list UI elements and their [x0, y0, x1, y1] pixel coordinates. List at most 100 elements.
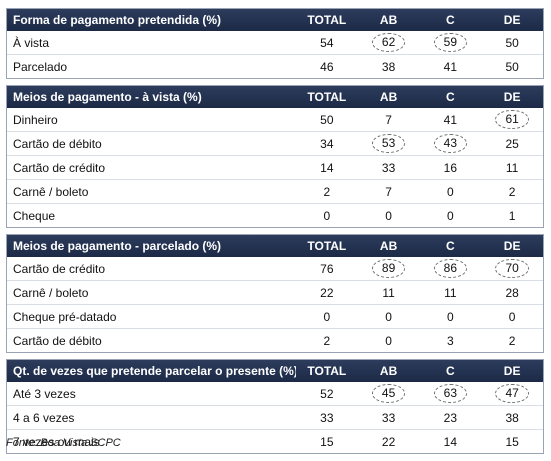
cell-value: 22	[320, 285, 334, 300]
table-row: Cartão de crédito 14 33 16 11	[7, 155, 543, 179]
table-row: Cheque pré-datado 0 0 0 0	[7, 304, 543, 328]
circled-value: 86	[433, 259, 468, 278]
cell-value: 38	[505, 410, 519, 425]
table-cell: 14	[419, 435, 481, 449]
table-section: Meios de pagamento - à vista (%) TOTAL AB C…	[6, 85, 544, 228]
cell-value: 22	[381, 434, 396, 449]
table-row: Cheque 0 0 0 1	[7, 203, 543, 227]
table-cell: 15	[296, 435, 358, 449]
table-cell: 7	[358, 185, 420, 199]
table-cell: 3	[419, 334, 481, 348]
cell-value: 2	[508, 333, 516, 348]
table-cell: 11	[481, 161, 543, 175]
cell-value: 0	[323, 309, 331, 324]
table-cell: 41	[419, 113, 481, 127]
table-cell: 22	[358, 435, 420, 449]
table-cell: 89	[358, 259, 420, 278]
cell-value: 33	[381, 410, 396, 425]
cell-value: 23	[443, 410, 458, 425]
cell-value: 50	[320, 112, 334, 127]
table-cell: 28	[481, 286, 543, 300]
column-header: AB	[379, 239, 398, 253]
table-cell: 2	[481, 334, 543, 348]
table-row: 4 a 6 vezes 33 33 23 38	[7, 405, 543, 429]
cell-value: 2	[323, 333, 331, 348]
table-cell: 41	[419, 60, 481, 74]
section-header: Meios de pagamento - à vista (%) TOTAL AB C…	[7, 86, 543, 108]
column-header: AB	[379, 13, 398, 27]
table-row: Carnê / boleto 22 11 11 28	[7, 280, 543, 304]
table-cell: 43	[419, 134, 481, 153]
column-header: AB	[379, 364, 398, 378]
circled-value: 62	[371, 33, 406, 52]
table-row: 7 vezes ou mais 15 22 14 15	[7, 429, 543, 453]
cell-value: 0	[385, 333, 392, 348]
table-cell: 0	[419, 185, 481, 199]
table-cell: 0	[358, 310, 420, 324]
cell-value: 2	[508, 184, 516, 199]
cell-value: 1	[508, 208, 516, 223]
table-section: Qt. de vezes que pretende parcelar o pre…	[6, 359, 544, 454]
column-header: AB	[379, 90, 398, 104]
row-label: Cheque	[13, 208, 56, 223]
column-header: TOTAL	[307, 13, 347, 27]
table-row: Parcelado 46 38 41 50	[7, 54, 543, 78]
table-cell: 70	[481, 259, 543, 278]
cell-value: 41	[443, 59, 458, 74]
cell-value: 15	[505, 434, 519, 449]
column-header: TOTAL	[307, 364, 347, 378]
table-cell: 52	[296, 387, 358, 401]
table-cell: 53	[358, 134, 420, 153]
table-cell: 2	[296, 334, 358, 348]
cell-value: 25	[505, 136, 519, 151]
cell-value: 0	[447, 184, 454, 199]
survey-tables: Forma de pagamento pretendida (%) TOTAL AB…	[6, 8, 544, 460]
section-header: Meios de pagamento - parcelado (%) TOTAL A…	[7, 235, 543, 257]
table-cell: 15	[481, 435, 543, 449]
row-label: 7 vezes ou mais	[13, 434, 100, 449]
table-cell: 76	[296, 262, 358, 276]
table-cell: 86	[419, 259, 481, 278]
table-cell: 16	[419, 161, 481, 175]
cell-value: 0	[447, 208, 454, 223]
table-cell: 11	[358, 286, 420, 300]
table-cell: 0	[419, 209, 481, 223]
table-cell: 33	[296, 411, 358, 425]
table-cell: 0	[296, 209, 358, 223]
section-title: Qt. de vezes que pretende parcelar o pre…	[13, 364, 296, 378]
circled-value: 47	[495, 384, 529, 403]
row-label: Parcelado	[13, 59, 68, 74]
row-label: Cheque pré-datado	[13, 309, 117, 324]
table-cell: 0	[419, 310, 481, 324]
section-title: Meios de pagamento - à vista (%)	[13, 90, 202, 104]
column-header: TOTAL	[307, 239, 347, 253]
cell-value: 52	[320, 386, 334, 401]
row-label: Até 3 vezes	[13, 386, 76, 401]
table-cell: 2	[296, 185, 358, 199]
cell-value: 28	[505, 285, 519, 300]
table-cell: 14	[296, 161, 358, 175]
cell-value: 50	[505, 35, 519, 50]
column-header: C	[446, 90, 455, 104]
cell-value: 50	[505, 59, 519, 74]
table-cell: 45	[358, 384, 420, 403]
table-cell: 38	[358, 60, 420, 74]
cell-value: 0	[323, 208, 331, 223]
table-cell: 62	[358, 33, 420, 52]
cell-value: 0	[385, 309, 392, 324]
table-cell: 0	[296, 310, 358, 324]
table-row: Cartão de crédito 76 89 86 70	[7, 257, 543, 280]
cell-value: 7	[385, 112, 392, 127]
table-cell: 22	[296, 286, 358, 300]
table-cell: 23	[419, 411, 481, 425]
circled-value: 63	[433, 384, 468, 403]
row-label: À vista	[13, 35, 50, 50]
table-cell: 7	[358, 113, 420, 127]
cell-value: 11	[382, 285, 395, 300]
table-cell: 61	[481, 110, 543, 129]
table-cell: 47	[481, 384, 543, 403]
table-cell: 0	[358, 334, 420, 348]
table-cell: 0	[358, 209, 420, 223]
circled-value: 70	[495, 259, 529, 278]
section-header: Forma de pagamento pretendida (%) TOTAL AB…	[7, 9, 543, 31]
